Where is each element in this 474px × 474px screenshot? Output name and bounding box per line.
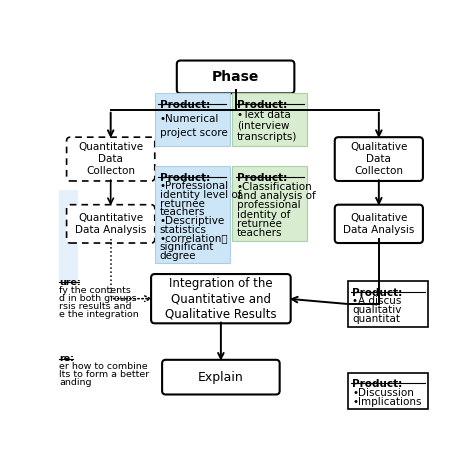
Text: Product:: Product: [237,173,287,182]
FancyBboxPatch shape [335,137,423,181]
Text: d in both groups: d in both groups [59,294,137,303]
Text: Product:: Product: [160,100,210,109]
Text: Integration of the
Quantitative and
Qualitative Results: Integration of the Quantitative and Qual… [165,277,277,320]
Text: Product:: Product: [160,173,210,182]
FancyBboxPatch shape [66,137,155,181]
Text: •Text data: •Text data [237,110,291,120]
FancyBboxPatch shape [66,205,155,243]
FancyBboxPatch shape [155,93,230,146]
Text: Quantitative
Data Analysis: Quantitative Data Analysis [75,213,146,235]
Text: •Implications: •Implications [352,397,422,407]
FancyBboxPatch shape [162,360,280,394]
FancyBboxPatch shape [232,166,307,241]
Text: (interview: (interview [237,121,289,131]
Text: er how to combine: er how to combine [59,362,148,371]
Text: Explain: Explain [198,371,244,383]
FancyBboxPatch shape [347,373,428,409]
Text: returnee: returnee [160,199,204,209]
Text: qualitativ: qualitativ [352,305,402,316]
Text: •Professional: •Professional [160,181,228,191]
Text: returnee: returnee [237,219,282,229]
Text: degree: degree [160,251,196,261]
Text: •Numerical: •Numerical [160,114,219,124]
Text: transcripts): transcripts) [237,132,297,142]
Text: ure:: ure: [59,278,81,287]
Text: project score: project score [160,128,228,137]
FancyBboxPatch shape [347,282,428,327]
Text: and analysis of: and analysis of [237,191,315,201]
Text: significant: significant [160,242,214,252]
FancyBboxPatch shape [55,190,78,282]
Text: Qualitative
Data
Collecton: Qualitative Data Collecton [350,143,408,176]
Text: Phase: Phase [212,70,259,84]
FancyBboxPatch shape [335,205,423,243]
Text: •A discus: •A discus [352,297,402,307]
Text: lts to form a better: lts to form a better [59,370,149,379]
FancyBboxPatch shape [232,93,307,146]
Text: •correlation，: •correlation， [160,233,228,244]
FancyBboxPatch shape [177,61,294,93]
Text: identity level of: identity level of [160,190,241,200]
Text: Qualitative
Data Analysis: Qualitative Data Analysis [343,213,415,235]
Text: quantitat: quantitat [352,314,401,324]
Text: Product:: Product: [237,100,287,109]
Text: teachers: teachers [160,207,205,218]
Text: •Discussion: •Discussion [352,388,414,398]
Text: fy the contents: fy the contents [59,286,131,295]
Text: identity of: identity of [237,210,290,219]
Text: e the integration: e the integration [59,310,139,319]
Text: statistics: statistics [160,225,207,235]
Text: •Classification: •Classification [237,182,312,192]
Text: Product:: Product: [352,379,402,389]
Text: Quantitative
Data
Collecton: Quantitative Data Collecton [78,143,143,176]
Text: teachers: teachers [237,228,282,238]
Text: anding: anding [59,378,92,387]
Text: •Descriptive: •Descriptive [160,216,225,226]
Text: Product:: Product: [352,288,402,298]
Text: re:: re: [59,355,74,364]
Text: rsis results and: rsis results and [59,302,132,311]
Text: professional: professional [237,201,301,210]
FancyBboxPatch shape [151,274,291,323]
FancyBboxPatch shape [155,166,230,263]
